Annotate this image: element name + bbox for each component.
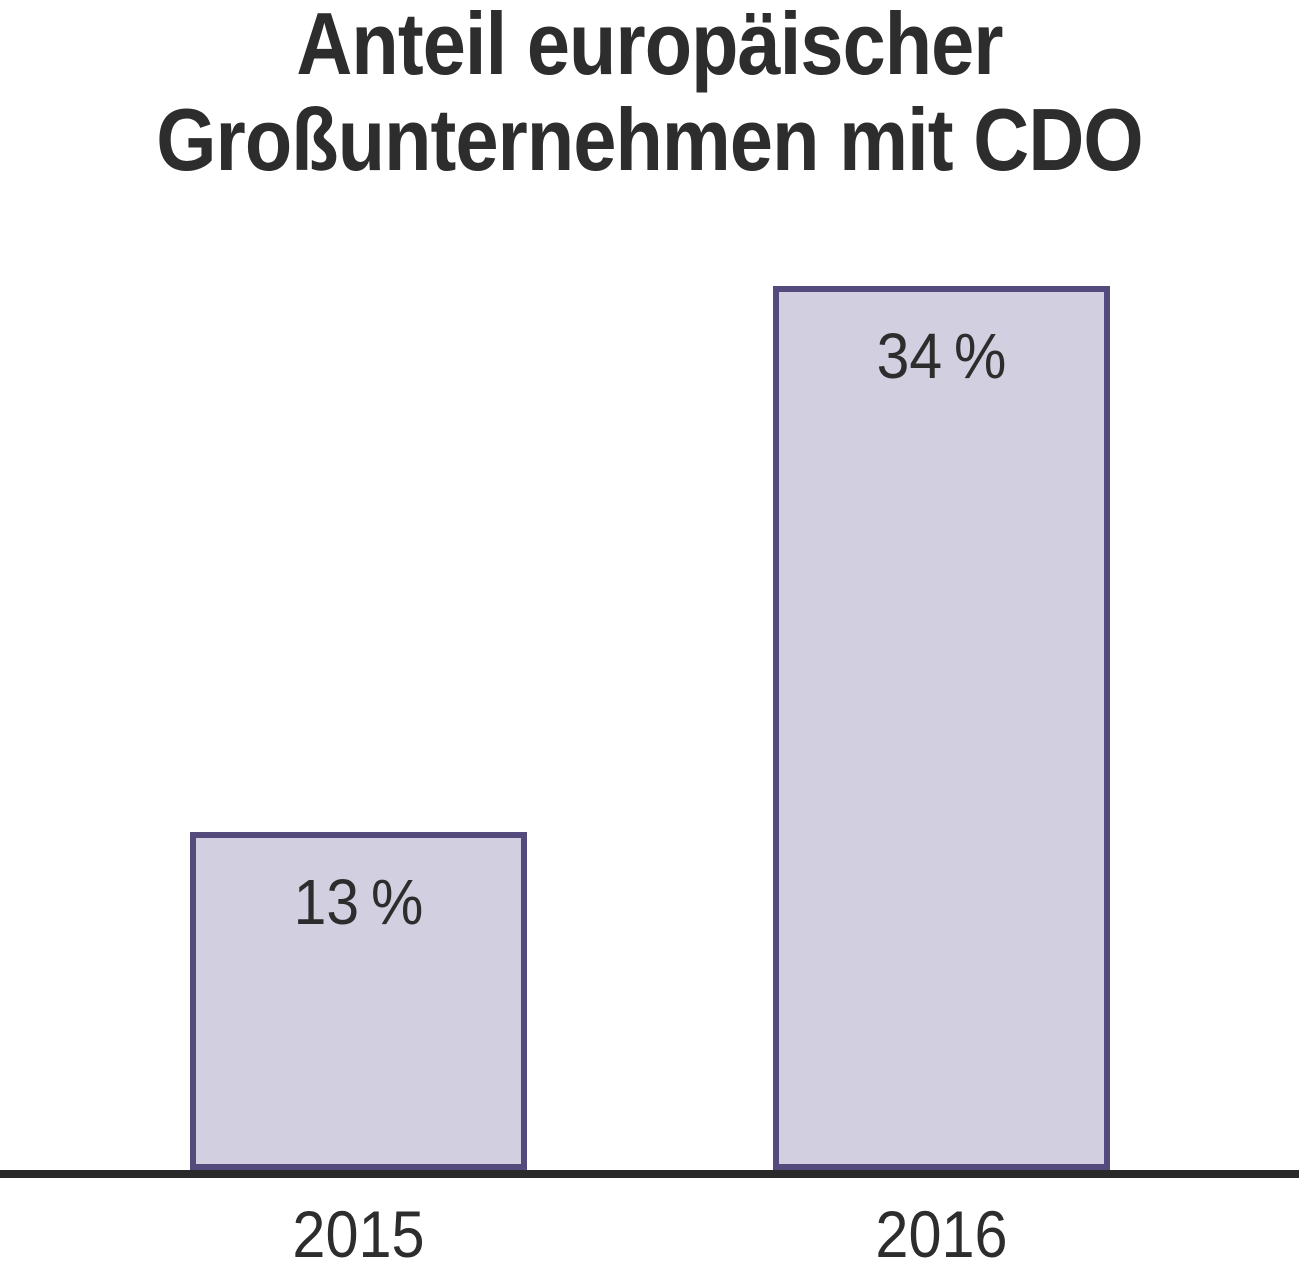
x-axis-line xyxy=(0,1170,1299,1178)
bar-2016: 34 % xyxy=(773,286,1110,1170)
x-axis-label-2015: 2015 xyxy=(292,1197,425,1267)
x-axis-label-2016: 2016 xyxy=(875,1197,1008,1267)
bar-value-label-2016: 34 % xyxy=(876,320,1007,392)
chart-title: Anteil europäischer Großunternehmen mit … xyxy=(78,0,1221,188)
chart-title-line-2: Großunternehmen mit CDO xyxy=(156,90,1143,189)
bar-value-label-2015: 13 % xyxy=(293,866,424,938)
bar-2015: 13 % xyxy=(190,832,527,1170)
chart-title-line-1: Anteil europäischer xyxy=(296,0,1003,93)
